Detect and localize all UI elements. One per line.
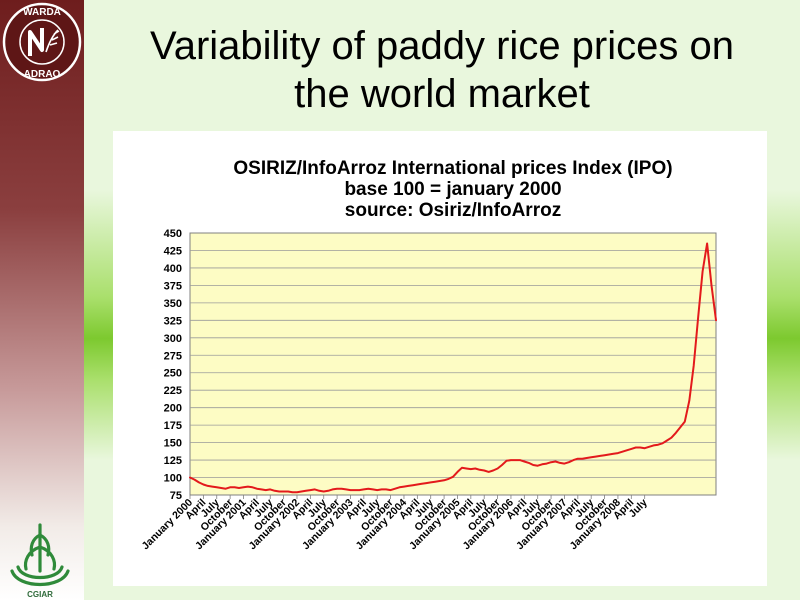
- slide-title: Variability of paddy rice prices on the …: [84, 22, 800, 118]
- warda-logo: WARDA ADRAO: [2, 2, 82, 82]
- chart-title-line-2: base 100 = january 2000: [344, 179, 561, 200]
- y-tick-label: 425: [164, 245, 182, 257]
- y-tick-label: 125: [164, 455, 182, 467]
- cgiar-logo: CGIAR: [10, 523, 70, 599]
- y-tick-label: 200: [164, 403, 182, 415]
- series-line-1: [189, 242, 717, 494]
- y-tick-label: 100: [164, 473, 182, 485]
- y-tick-label: 450: [164, 228, 182, 240]
- y-tick-label: 175: [164, 420, 182, 432]
- chart-title-line-3: source: Osiriz/InfoArroz: [345, 200, 561, 221]
- sidebar-strip: WARDA ADRAO CGIAR: [0, 0, 84, 600]
- y-tick-label: 225: [164, 385, 182, 397]
- y-tick-label: 75: [170, 490, 182, 502]
- plot-area: [189, 232, 717, 496]
- y-tick-label: 350: [164, 298, 182, 310]
- y-tick-label: 325: [164, 315, 182, 327]
- y-tick-label: 400: [164, 263, 182, 275]
- slide-title-line-2: the world market: [294, 72, 590, 116]
- y-tick-label: 375: [164, 280, 182, 292]
- y-tick-label: 275: [164, 350, 182, 362]
- x-tick-label: January 2000: [140, 497, 196, 553]
- logo-top-text: WARDA: [23, 7, 61, 18]
- y-tick-label: 250: [164, 368, 182, 380]
- chart-title-line-1: OSIRIZ/InfoArroz International prices In…: [233, 158, 672, 179]
- chart: OSIRIZ/InfoArroz International prices In…: [140, 158, 717, 553]
- y-tick-label: 300: [164, 333, 182, 345]
- y-tick-label: 150: [164, 438, 182, 450]
- slide-title-line-1: Variability of paddy rice prices on: [150, 24, 734, 68]
- logo-bottom-text: ADRAO: [24, 69, 61, 80]
- cgiar-text: CGIAR: [27, 590, 53, 599]
